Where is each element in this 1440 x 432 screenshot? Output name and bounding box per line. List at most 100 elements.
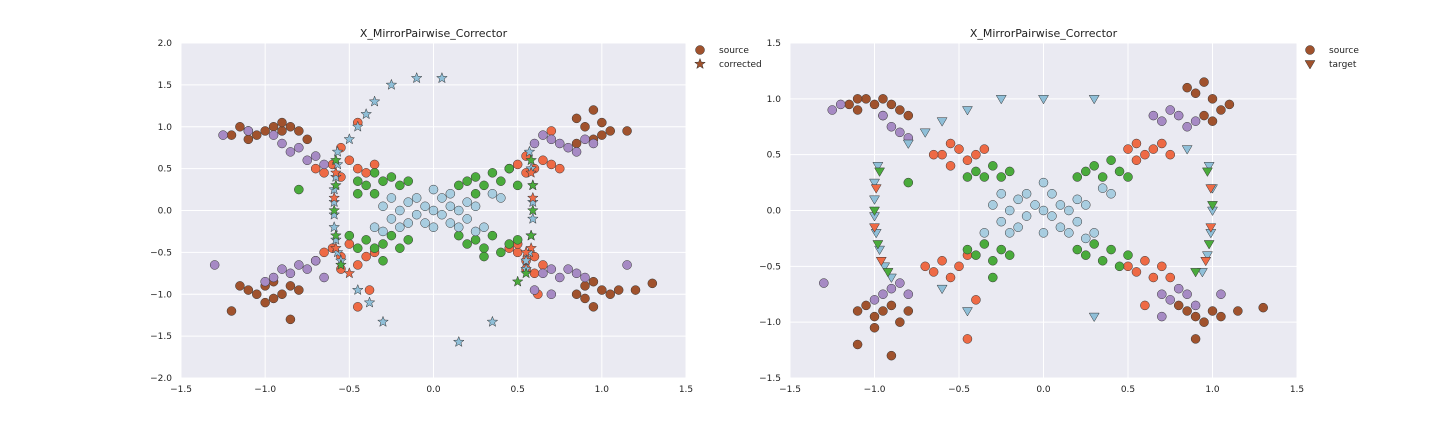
data-point [302, 134, 312, 145]
data-point [410, 71, 423, 84]
data-point [928, 267, 939, 277]
data-point [1072, 172, 1083, 182]
data-point [420, 218, 430, 228]
data-point [328, 204, 341, 216]
data-point [526, 179, 539, 191]
data-point [525, 229, 538, 241]
data-point [428, 184, 439, 195]
data-point [920, 261, 930, 272]
data-point [1131, 138, 1142, 149]
data-point [835, 99, 846, 110]
data-point [1182, 289, 1192, 299]
data-point [1021, 211, 1032, 221]
data-point [1081, 250, 1091, 260]
data-point [1207, 94, 1218, 104]
data-point [605, 126, 615, 136]
chart-1: −1.5 −1.0 −0.5 0.0 0.5 1.0 1.5−2.0−1.5−1.0−0.5… [150, 27, 762, 395]
x-tick-label: −1.5 [779, 385, 801, 395]
data-point [1157, 138, 1167, 149]
data-point [385, 78, 398, 90]
data-point [580, 134, 590, 145]
data-point [520, 246, 532, 258]
data-point [378, 239, 388, 249]
data-point [243, 285, 254, 295]
data-point [895, 317, 905, 327]
data-point [1072, 216, 1083, 227]
data-point [979, 172, 990, 182]
data-point [1055, 200, 1066, 210]
legend-marker [1305, 45, 1315, 55]
legend-marker [1304, 60, 1316, 70]
data-point [1123, 261, 1133, 272]
data-point [1148, 272, 1159, 283]
data-point [979, 144, 990, 154]
x-tick-label: −0.5 [338, 385, 360, 395]
data-point [470, 189, 481, 199]
data-point [252, 130, 262, 140]
data-point [588, 105, 599, 115]
data-point [329, 154, 342, 166]
data-point [386, 193, 397, 203]
data-point [1140, 300, 1150, 311]
legend-label: corrected [719, 60, 762, 70]
x-tick-label: −1.0 [254, 385, 276, 395]
data-point [988, 272, 998, 283]
data-point [529, 268, 540, 279]
data-point [525, 154, 538, 166]
data-point [378, 256, 388, 266]
data-point [996, 216, 1006, 227]
data-point [546, 264, 557, 274]
data-point [504, 239, 514, 249]
x-tick-label: −1.0 [864, 385, 886, 395]
data-point [588, 302, 599, 312]
data-point [335, 258, 347, 270]
data-point [988, 161, 998, 171]
data-point [470, 226, 481, 237]
data-point [546, 159, 557, 170]
data-point [436, 71, 448, 84]
data-point [885, 273, 897, 283]
data-point [936, 284, 948, 295]
data-point [277, 126, 287, 136]
data-point [869, 99, 880, 110]
data-point [903, 306, 914, 316]
data-point [563, 264, 573, 274]
data-points [819, 77, 1268, 361]
data-point [1157, 289, 1167, 299]
data-point [1173, 283, 1184, 294]
data-point [361, 180, 371, 191]
data-point [1216, 289, 1226, 299]
data-point [1233, 306, 1243, 316]
legend-label: source [1329, 46, 1359, 56]
data-point [1088, 312, 1100, 323]
data-point [403, 197, 413, 207]
data-point [1004, 166, 1015, 177]
data-point [1123, 172, 1133, 182]
data-point [319, 247, 329, 258]
data-point [462, 214, 472, 224]
data-point [343, 133, 356, 145]
data-point [277, 289, 287, 299]
y-tick-label: 0.0 [158, 207, 173, 217]
data-point [878, 289, 888, 299]
data-point [962, 244, 973, 255]
data-point [331, 145, 344, 157]
data-point [360, 107, 373, 120]
data-point [277, 117, 287, 128]
data-point [1216, 105, 1226, 115]
data-point [962, 155, 973, 165]
data-point [268, 122, 279, 132]
data-point [875, 257, 887, 267]
data-point [882, 268, 894, 278]
data-point [1199, 110, 1209, 121]
data-point [353, 189, 363, 199]
data-point [580, 122, 590, 132]
x-tick-label: 1.5 [679, 385, 693, 395]
data-point [1089, 228, 1099, 238]
data-point [622, 126, 632, 136]
data-point [872, 162, 884, 172]
x-tick-label: 0.0 [1036, 385, 1051, 395]
data-point [1173, 300, 1184, 311]
data-point [445, 201, 456, 212]
data-point [971, 149, 981, 160]
